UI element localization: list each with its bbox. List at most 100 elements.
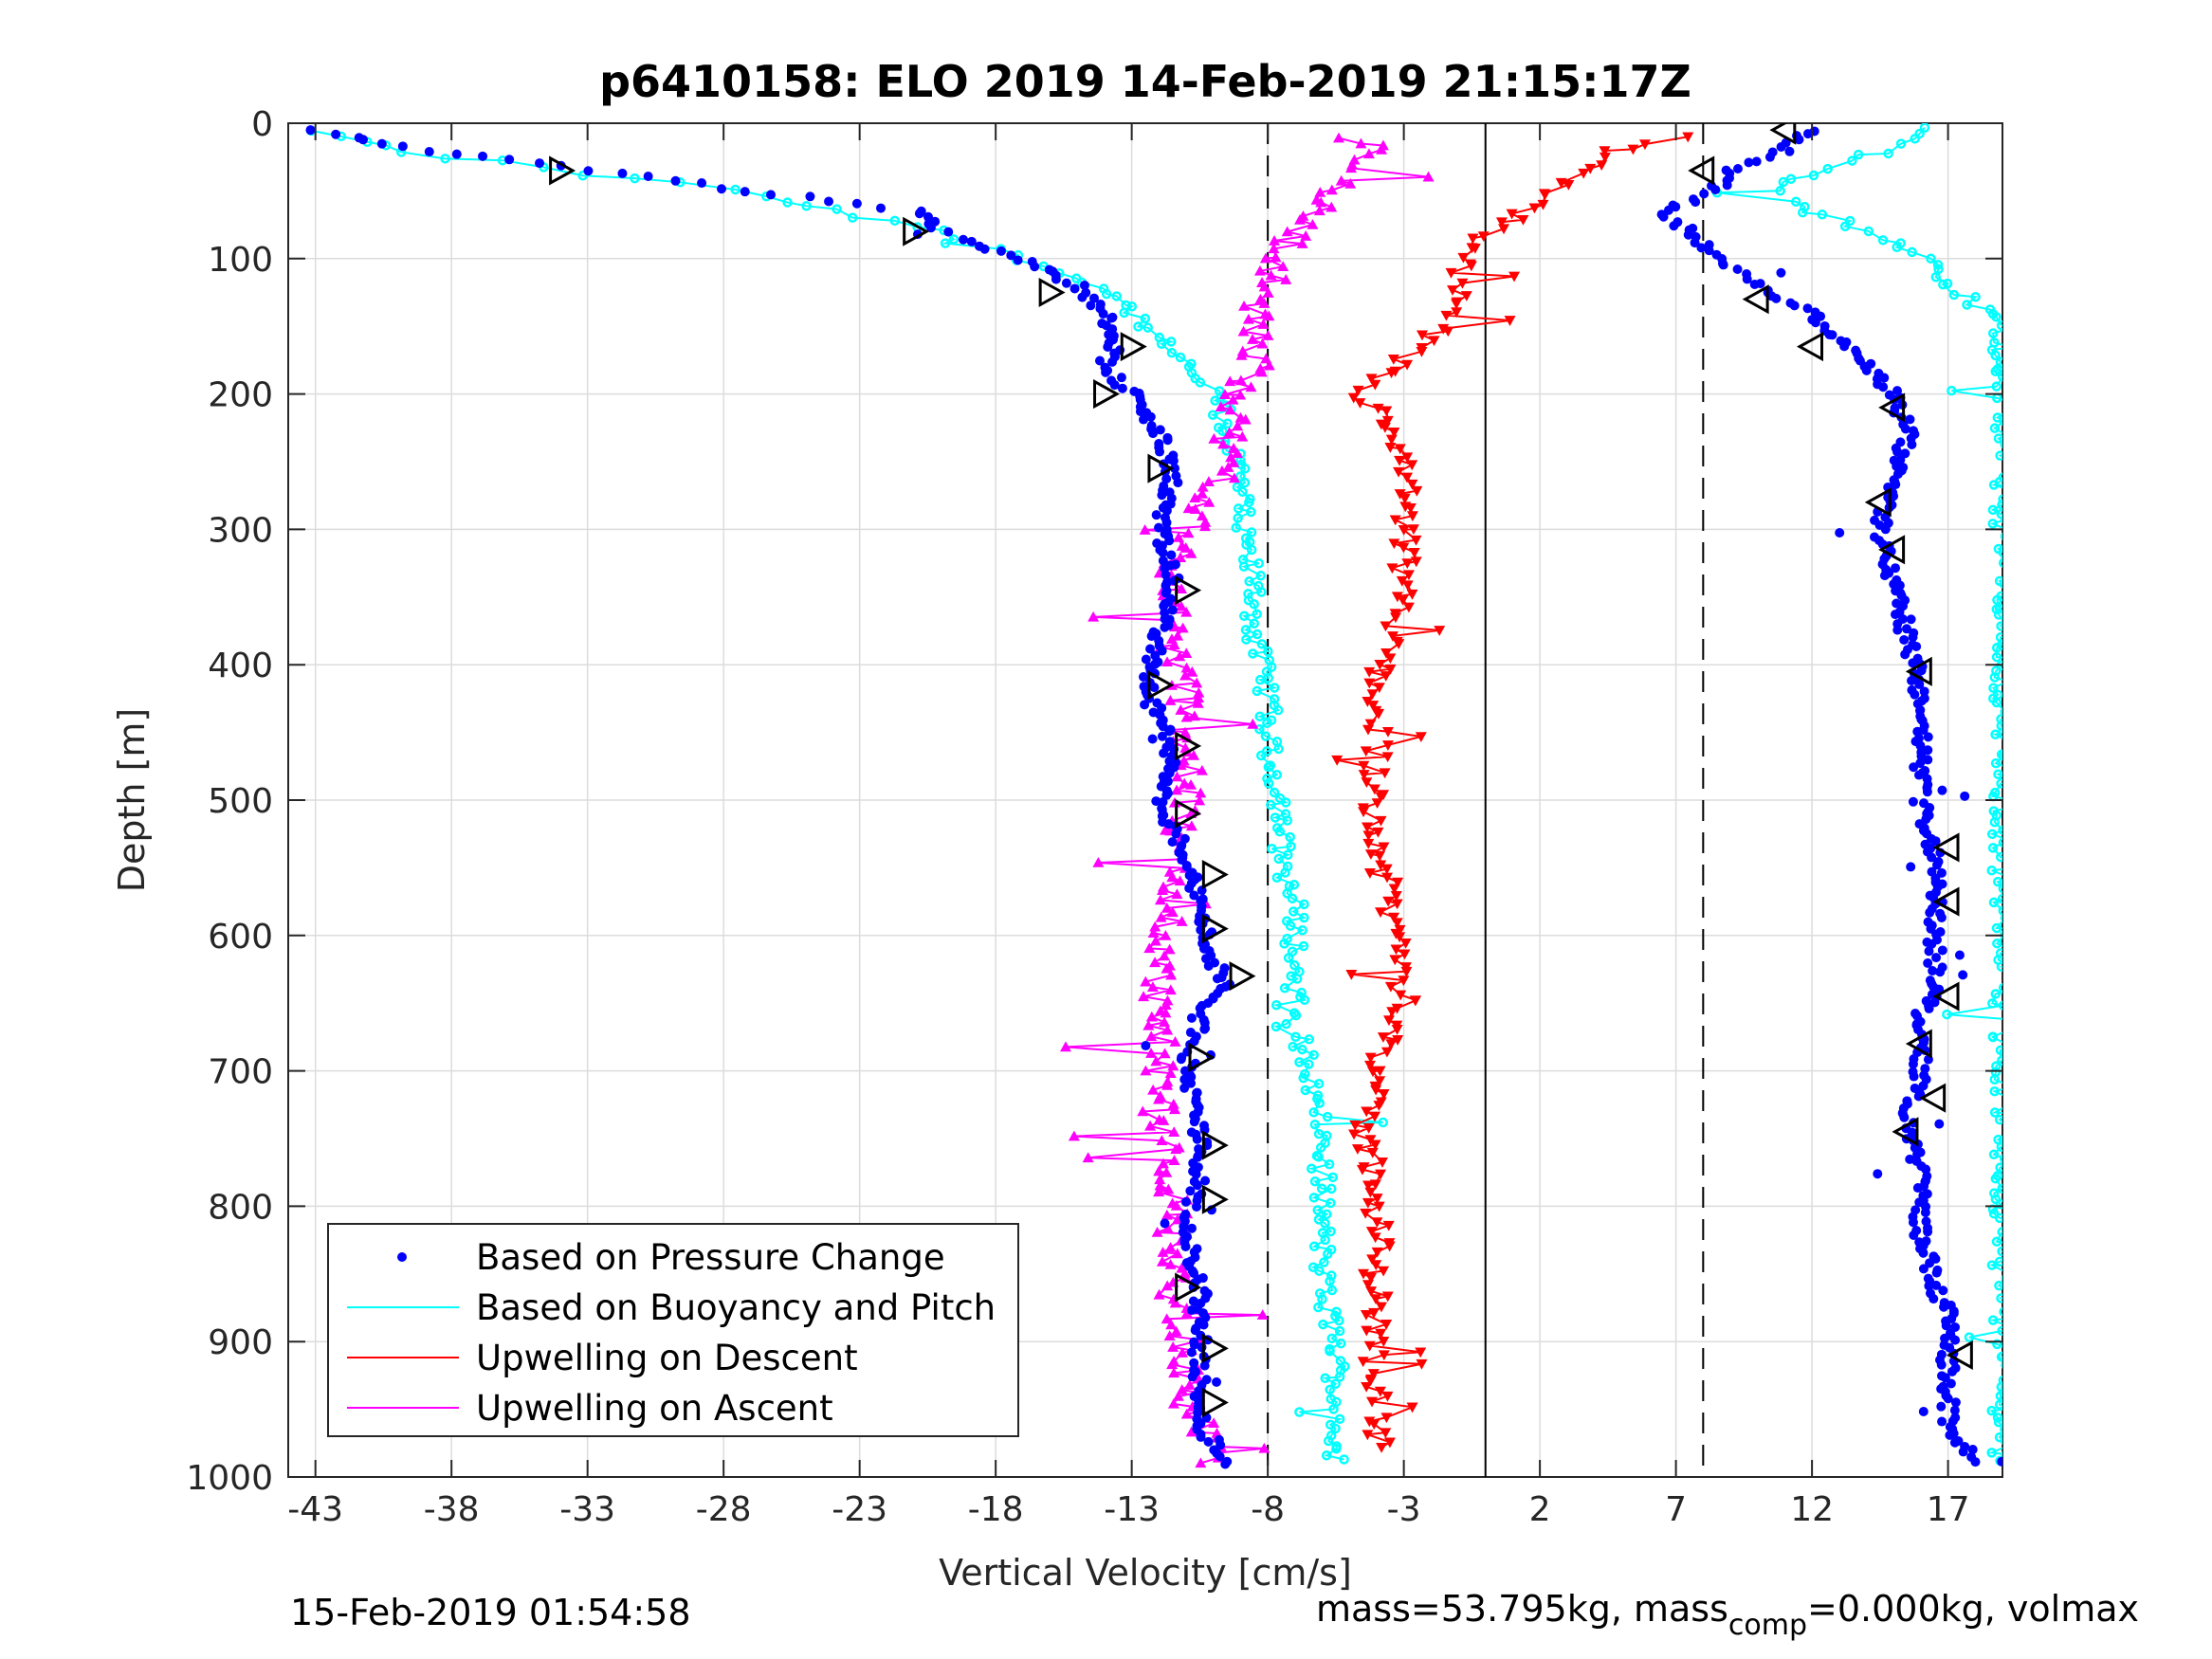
pressure-change-point	[1908, 1217, 1918, 1228]
pressure-change-point	[1936, 1401, 1947, 1412]
upwelling-descent-point	[1401, 580, 1414, 592]
buoyancy-pitch-point	[1993, 1416, 2002, 1428]
buoyancy-pitch-point	[1988, 1149, 2000, 1160]
pressure-change-point	[1173, 478, 1183, 488]
buoyancy-pitch-point	[1282, 815, 1293, 826]
upwelling-descent-point	[1363, 868, 1376, 879]
pressure-change-point	[478, 151, 488, 161]
buoyancy-pitch-point	[1989, 672, 2001, 683]
buoyancy-pitch-point	[1998, 982, 2002, 994]
pressure-change-point	[1906, 614, 1916, 625]
upwelling-descent-point	[1378, 842, 1390, 853]
upwelling-descent-point	[1382, 896, 1395, 907]
pressure-change-point	[1954, 950, 1965, 960]
pressure-change-point	[1892, 447, 1903, 457]
upwelling-ascent-point	[1082, 1152, 1094, 1163]
upwelling-ascent-point	[1154, 1179, 1166, 1191]
upwelling-ascent-point	[1215, 401, 1227, 411]
upwelling-ascent-point	[1253, 264, 1266, 276]
buoyancy-pitch-point	[1994, 1256, 2002, 1267]
pressure-change-point	[1145, 411, 1156, 422]
buoyancy-pitch-point	[1910, 134, 1920, 144]
upwelling-ascent-point	[1268, 243, 1280, 254]
marker-triangle-left	[1878, 535, 1906, 565]
pressure-change-point	[1945, 1430, 1955, 1440]
y-tick-label: 400	[208, 647, 273, 685]
pressure-change-point	[1186, 1012, 1197, 1023]
pressure-change-point	[1140, 700, 1150, 710]
upwelling-descent-point	[1375, 860, 1387, 871]
pressure-change-point	[1891, 563, 1901, 574]
upwelling-descent-point	[1363, 666, 1376, 678]
upwelling-ascent-point	[1180, 647, 1193, 659]
legend: Based on Pressure Change Based on Buoyanc…	[327, 1223, 1019, 1437]
pressure-change-point	[1905, 414, 1915, 425]
pressure-change-point	[716, 184, 726, 194]
buoyancy-pitch-point	[1285, 921, 1296, 931]
buoyancy-pitch-point	[1989, 1107, 2001, 1118]
pressure-change-point	[643, 171, 653, 181]
upwelling-ascent-point	[1262, 330, 1274, 340]
pressure-change-point	[1167, 605, 1178, 615]
series-upwelling-descent	[1331, 132, 1694, 1453]
pressure-change-point	[504, 155, 515, 165]
buoyancy-pitch-point	[1844, 215, 1856, 227]
marker-triangle-left	[1905, 1029, 1932, 1059]
upwelling-ascent-point	[1161, 962, 1173, 974]
marker-triangle-right	[903, 216, 930, 246]
buoyancy-pitch-point	[1286, 841, 1296, 852]
upwelling-descent-point	[1349, 1120, 1362, 1131]
upwelling-descent-point	[1368, 784, 1380, 795]
pressure-change-point	[1094, 356, 1105, 366]
pressure-change-point	[1794, 135, 1804, 145]
pressure-change-point	[1196, 1431, 1206, 1442]
upwelling-descent-point	[1373, 708, 1385, 720]
upwelling-ascent-point	[1158, 1115, 1170, 1125]
pressure-change-point	[617, 168, 628, 178]
upwelling-descent-point	[1408, 547, 1420, 558]
upwelling-descent-point	[1638, 139, 1651, 151]
buoyancy-pitch-point	[1778, 176, 1789, 188]
upwelling-descent-point	[1578, 168, 1590, 179]
pressure-change-point	[1967, 1445, 1978, 1455]
upwelling-ascent-point	[1179, 777, 1191, 789]
buoyancy-pitch-point	[1328, 1404, 1339, 1414]
pressure-change-point	[1185, 1186, 1196, 1196]
buoyancy-pitch-point	[1280, 797, 1291, 808]
buoyancy-pitch-point	[1991, 922, 2002, 934]
pressure-change-point	[1839, 341, 1850, 352]
upwelling-descent-point	[1364, 1376, 1377, 1387]
upwelling-ascent-point	[1325, 184, 1338, 195]
pressure-change-point	[1189, 1340, 1199, 1350]
buoyancy-pitch-point	[1269, 694, 1280, 704]
buoyancy-pitch-point	[1263, 778, 1274, 789]
upwelling-ascent-point	[1171, 771, 1183, 782]
buoyancy-pitch-point	[1948, 289, 1960, 301]
upwelling-ascent-point	[1149, 935, 1161, 946]
buoyancy-pitch-point	[1272, 704, 1284, 716]
upwelling-descent-point	[1369, 379, 1381, 391]
upwelling-ascent-point	[1228, 457, 1240, 467]
buoyancy-pitch-point	[1990, 1174, 2002, 1184]
buoyancy-pitch-point	[1269, 787, 1280, 798]
upwelling-ascent-point	[1237, 325, 1250, 337]
upwelling-ascent-point	[1175, 704, 1187, 715]
buoyancy-pitch-point	[2000, 440, 2002, 449]
buoyancy-pitch-point	[1233, 503, 1244, 514]
upwelling-ascent-point	[1164, 984, 1177, 995]
pressure-change-point	[1158, 547, 1168, 557]
upwelling-ascent-point	[1164, 695, 1177, 705]
buoyancy-pitch-point	[1252, 609, 1262, 620]
series-buoyancy-pitch-descent	[305, 125, 1388, 1465]
buoyancy-pitch-point	[1989, 1074, 2000, 1085]
upwelling-ascent-point	[1161, 1222, 1174, 1233]
upwelling-descent-point	[1457, 252, 1470, 264]
upwelling-descent-point	[1391, 918, 1403, 929]
buoyancy-pitch-point	[1318, 1319, 1328, 1330]
upwelling-ascent-point	[1163, 1330, 1176, 1341]
buoyancy-pitch-point	[1285, 831, 1295, 843]
marker-triangle-right	[1201, 859, 1229, 890]
upwelling-ascent-point	[1315, 196, 1327, 208]
buoyancy-pitch-point	[1294, 1407, 1305, 1417]
upwelling-descent-point	[1357, 1268, 1369, 1280]
